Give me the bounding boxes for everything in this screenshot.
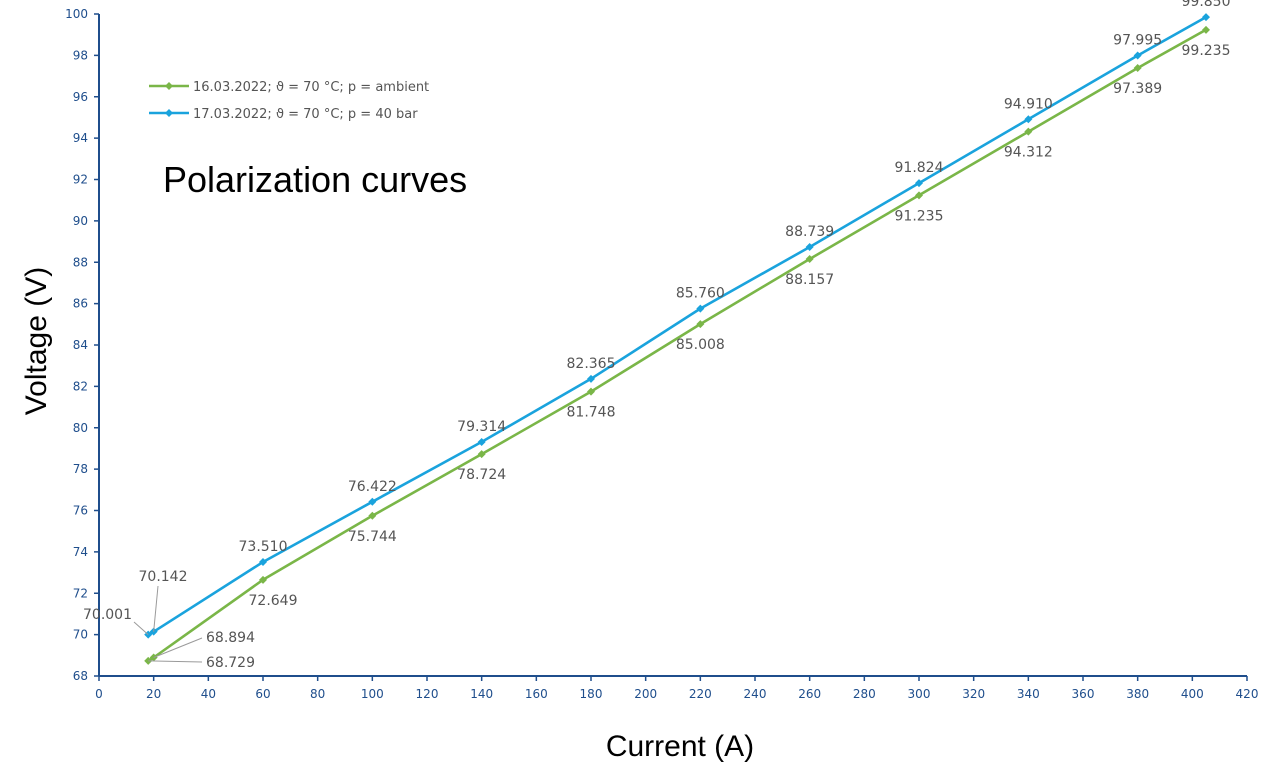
y-axis-title: Voltage (V) (20, 267, 53, 415)
x-tick-label: 340 (1017, 687, 1040, 701)
data-point (805, 242, 814, 251)
x-tick-label: 420 (1236, 687, 1259, 701)
y-tick-label: 82 (73, 379, 88, 393)
x-tick-label: 240 (744, 687, 767, 701)
data-label: 94.910 (1004, 96, 1053, 112)
data-point (259, 575, 267, 584)
leader-line (148, 660, 203, 663)
x-tick-label: 60 (255, 687, 270, 701)
data-label: 85.008 (676, 337, 725, 353)
data-point (368, 497, 377, 506)
data-label: 76.422 (348, 479, 397, 495)
x-tick-label: 140 (470, 687, 493, 701)
y-tick-label: 98 (73, 48, 88, 62)
legend-swatch-marker (165, 109, 173, 117)
data-label: 75.744 (348, 529, 397, 545)
y-tick-label: 74 (73, 545, 88, 559)
leader-line (133, 621, 149, 635)
x-tick-label: 0 (95, 687, 103, 701)
x-tick-label: 360 (1072, 687, 1095, 701)
data-point (1133, 51, 1142, 60)
data-label: 70.001 (83, 607, 132, 623)
y-tick-label: 78 (73, 462, 88, 476)
x-tick-label: 280 (853, 687, 876, 701)
leader-line (153, 585, 159, 632)
data-point (587, 387, 595, 396)
data-point (477, 450, 486, 459)
data-point (587, 374, 595, 383)
data-label: 79.314 (457, 419, 506, 435)
x-tick-label: 160 (525, 687, 548, 701)
data-point (1202, 25, 1210, 34)
data-point (1024, 127, 1033, 136)
data-label: 81.748 (567, 405, 616, 421)
data-point (915, 191, 923, 200)
y-tick-label: 68 (73, 669, 88, 683)
y-tick-label: 86 (73, 297, 88, 311)
x-tick-label: 180 (580, 687, 603, 701)
legend-swatch-marker (165, 82, 173, 90)
chart-title: Polarization curves (163, 159, 467, 200)
data-point (1133, 64, 1142, 73)
data-point (259, 558, 267, 567)
x-tick-label: 260 (798, 687, 821, 701)
data-label: 91.824 (895, 160, 944, 176)
data-point (696, 304, 705, 313)
series-line-2 (147, 15, 1207, 636)
data-label: 94.312 (1004, 145, 1053, 161)
data-label: 99.850 (1182, 0, 1231, 10)
y-tick-label: 88 (73, 255, 88, 269)
x-tick-label: 320 (962, 687, 985, 701)
data-label: 99.235 (1182, 43, 1231, 59)
y-tick-label: 84 (73, 338, 88, 352)
data-point (1202, 13, 1210, 22)
legend-entry-label: 17.03.2022; ϑ = 70 °C; p = 40 bar (193, 107, 418, 122)
data-point (915, 179, 923, 188)
x-tick-label: 300 (908, 687, 931, 701)
data-label: 97.389 (1113, 81, 1162, 97)
data-point (805, 255, 814, 264)
data-label: 88.739 (785, 224, 834, 240)
leader-line (153, 637, 203, 658)
legend: 16.03.2022; ϑ = 70 °C; p = ambient 17.03.… (149, 80, 429, 122)
x-tick-label: 120 (416, 687, 439, 701)
series-line-1 (147, 28, 1207, 663)
x-tick-label: 40 (201, 687, 216, 701)
data-label: 72.649 (249, 593, 298, 609)
data-point (368, 511, 377, 520)
y-tick-label: 72 (73, 586, 88, 600)
x-tick-label: 400 (1181, 687, 1204, 701)
x-tick-label: 100 (361, 687, 384, 701)
data-label: 68.894 (206, 630, 255, 646)
y-tick-label: 70 (73, 628, 88, 642)
y-tick-label: 80 (73, 421, 88, 435)
data-label: 78.724 (457, 467, 506, 483)
x-tick-label: 220 (689, 687, 712, 701)
x-axis-title: Current (A) (606, 730, 754, 763)
data-label: 91.235 (895, 208, 944, 224)
data-label: 97.995 (1113, 32, 1162, 48)
x-tick-label: 20 (146, 687, 161, 701)
y-tick-label: 94 (73, 131, 88, 145)
y-tick-label: 90 (73, 214, 88, 228)
y-tick-label: 100 (65, 7, 88, 21)
y-tick-label: 92 (73, 173, 88, 187)
data-label: 85.760 (676, 286, 725, 302)
data-label: 68.729 (206, 655, 255, 671)
x-tick-label: 200 (634, 687, 657, 701)
data-label: 70.142 (139, 569, 188, 585)
data-point (477, 437, 486, 446)
y-tick-label: 76 (73, 504, 88, 518)
data-label: 88.157 (785, 272, 834, 288)
plot-area: 68 70 72 74 76 78 80 82 84 86 88 90 92 94 96 98 100 0 20 40… (65, 0, 1258, 701)
data-point (696, 320, 705, 329)
x-tick-label: 80 (310, 687, 325, 701)
y-tick-label: 96 (73, 90, 88, 104)
data-point (1024, 115, 1033, 124)
legend-entry-label: 16.03.2022; ϑ = 70 °C; p = ambient (193, 80, 429, 95)
data-label: 82.365 (567, 356, 616, 372)
data-label: 73.510 (239, 539, 288, 555)
x-tick-label: 380 (1126, 687, 1149, 701)
